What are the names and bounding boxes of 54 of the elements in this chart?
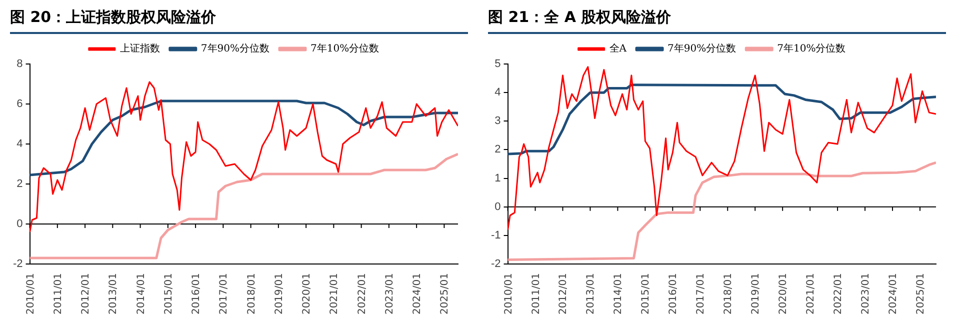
y-tick-label: 2: [16, 178, 23, 190]
x-tick-label: 2019/01: [274, 273, 285, 315]
legend-label: 7年10%分位数: [310, 42, 380, 55]
x-tick-label: 2011/01: [530, 273, 542, 315]
x-tick-label: 2017/01: [696, 273, 707, 315]
x-tick-label: 2020/01: [302, 273, 313, 315]
y-tick-label: 6: [16, 98, 23, 110]
x-tick-label: 2018/01: [246, 273, 258, 315]
y-tick-label: -2: [491, 258, 501, 270]
x-tick-label: 2022/01: [356, 273, 368, 315]
x-tick-label: 2025/01: [440, 273, 451, 315]
x-tick-label: 2015/01: [163, 273, 174, 315]
x-tick-label: 2016/01: [191, 273, 202, 315]
x-tick-label: 2025/01: [915, 273, 926, 315]
x-tick-label: 2024/01: [888, 273, 899, 315]
x-tick-label: 2012/01: [80, 273, 92, 315]
legend-label: 7年90%分位数: [668, 42, 736, 55]
x-tick-label: 2015/01: [640, 273, 652, 315]
x-tick-label: 2011/01: [52, 273, 64, 315]
x-tick-label: 2021/01: [806, 273, 817, 315]
y-tick-label: 1: [494, 172, 501, 184]
x-tick-label: 2019/01: [750, 273, 762, 315]
legend-label: 7年10%分位数: [777, 42, 846, 55]
legend-label: 7年90%分位数: [200, 42, 270, 55]
x-tick-label: 2013/01: [108, 273, 120, 315]
y-tick-label: -2: [13, 258, 23, 270]
y-tick-label: 0: [494, 200, 501, 213]
x-tick-label: 2014/01: [136, 273, 147, 315]
x-tick-label: 2024/01: [412, 273, 424, 315]
legend-label: 全A: [609, 42, 628, 55]
y-tick-label: 4: [16, 138, 23, 150]
y-tick-label: 8: [16, 58, 23, 70]
y-tick-label: -1: [491, 229, 501, 242]
y-tick-label: 2: [494, 144, 501, 156]
x-tick-label: 2017/01: [218, 273, 230, 315]
x-tick-label: 2021/01: [329, 273, 340, 315]
legend-label: 上证指数: [120, 42, 160, 55]
x-tick-label: 2016/01: [668, 273, 680, 315]
x-tick-label: 2018/01: [723, 273, 734, 315]
x-tick-label: 2023/01: [384, 273, 396, 315]
x-tick-label: 2014/01: [613, 273, 624, 315]
chart-title: 图 21：全 A 股权风险溢价: [488, 4, 946, 34]
x-tick-label: 2022/01: [833, 273, 844, 315]
chart-title: 图 20：上证指数股权风险溢价: [10, 4, 468, 34]
x-tick-label: 2023/01: [860, 273, 872, 315]
y-tick-label: 3: [494, 115, 501, 128]
y-tick-label: 0: [16, 218, 23, 230]
x-tick-label: 2010/01: [25, 273, 36, 315]
x-tick-label: 2013/01: [586, 273, 597, 315]
x-tick-label: 2020/01: [778, 273, 790, 315]
y-tick-label: 4: [494, 86, 501, 99]
x-tick-label: 2010/01: [503, 273, 514, 315]
y-tick-label: 5: [494, 58, 501, 70]
x-tick-label: 2012/01: [558, 273, 570, 315]
